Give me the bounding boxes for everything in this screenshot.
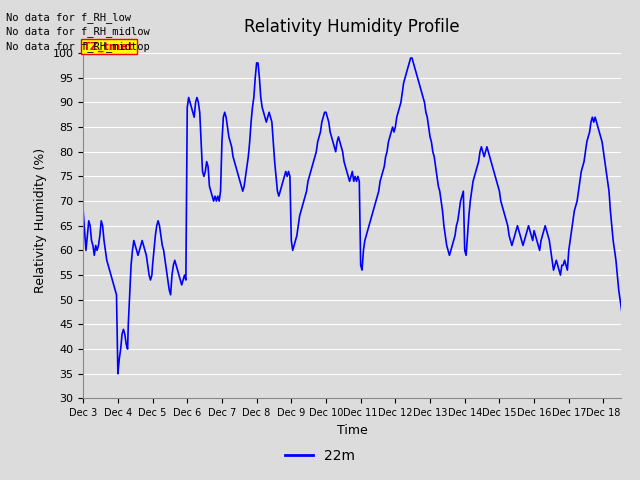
Title: Relativity Humidity Profile: Relativity Humidity Profile xyxy=(244,18,460,36)
X-axis label: Time: Time xyxy=(337,424,367,437)
Text: No data for f_RH_midlow: No data for f_RH_midlow xyxy=(6,26,150,37)
Text: No data for f_RH_low: No data for f_RH_low xyxy=(6,12,131,23)
Text: TZ_tmet: TZ_tmet xyxy=(83,41,134,51)
Legend: 22m: 22m xyxy=(280,443,360,468)
Text: No data for f_RH_midtop: No data for f_RH_midtop xyxy=(6,41,150,52)
Y-axis label: Relativity Humidity (%): Relativity Humidity (%) xyxy=(34,148,47,293)
